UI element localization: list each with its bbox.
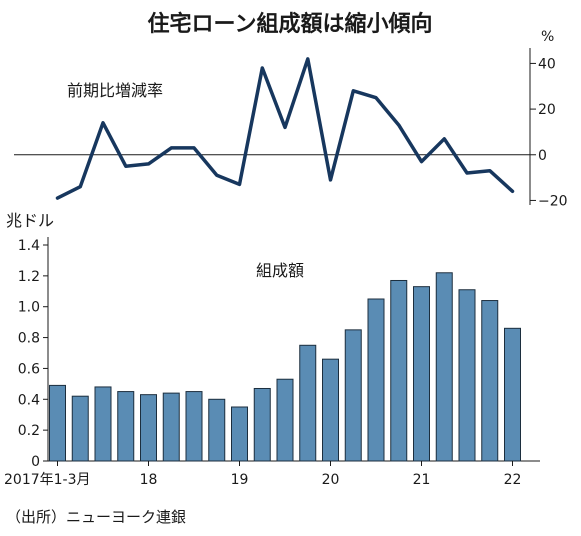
origination-bar (253, 387, 271, 462)
x-tick-label: 20 (322, 472, 340, 488)
bar-y-tick-label: 1.2 (18, 269, 40, 285)
line-y-tick-label: −20 (538, 193, 568, 209)
origination-bar (481, 300, 499, 462)
bar-y-tick-label: 0 (31, 454, 40, 470)
line-y-tick-label: 20 (538, 102, 556, 118)
origination-bar (367, 298, 385, 462)
origination-bar (208, 398, 226, 462)
line-unit-label: % (541, 29, 554, 45)
origination-bar (49, 384, 66, 462)
bar-y-tick-label: 0.8 (18, 331, 40, 347)
x-tick-label: 21 (413, 472, 431, 488)
origination-bar (413, 286, 430, 462)
origination-bar (94, 386, 112, 462)
line-series-label: 前期比増減率 (67, 81, 163, 100)
origination-bar (458, 289, 476, 462)
bar-y-tick-label: 0.6 (18, 361, 40, 377)
origination-bar (140, 394, 157, 462)
line-panel: 前期比増減率% 40 20 0 −20 (14, 29, 568, 209)
bar-y-tick-label: 0.4 (18, 392, 40, 408)
origination-bar (299, 344, 317, 462)
origination-bar (71, 395, 89, 462)
x-tick-label: 2017年1-3月 (4, 472, 91, 488)
growth-rate-line (55, 57, 515, 200)
bar-y-tick-label: 1.4 (18, 238, 40, 254)
bar-unit-label: 兆ドル (6, 211, 54, 230)
origination-bar (185, 391, 203, 462)
bar-y-tick-label: 0.2 (18, 423, 40, 439)
origination-bar (276, 378, 294, 462)
origination-bar (162, 392, 180, 462)
origination-bar (504, 327, 521, 462)
line-y-tick-label: 40 (538, 56, 556, 72)
origination-bar (231, 406, 248, 462)
bar-y-tick-label: 1.0 (18, 300, 40, 316)
x-tick-label: 19 (231, 472, 249, 488)
line-y-tick-label: 0 (538, 148, 547, 164)
origination-bar (117, 391, 135, 462)
origination-bar (344, 329, 362, 462)
origination-bar (435, 272, 453, 462)
source-note: （出所）ニューヨーク連銀 (6, 508, 186, 526)
x-tick-label: 22 (504, 472, 522, 488)
chart-title: 住宅ローン組成額は縮小傾向 (148, 11, 433, 37)
origination-bar (390, 279, 408, 462)
origination-bar (322, 358, 339, 462)
bar-series-label: 組成額 (256, 261, 304, 280)
x-tick-label: 18 (140, 472, 158, 488)
